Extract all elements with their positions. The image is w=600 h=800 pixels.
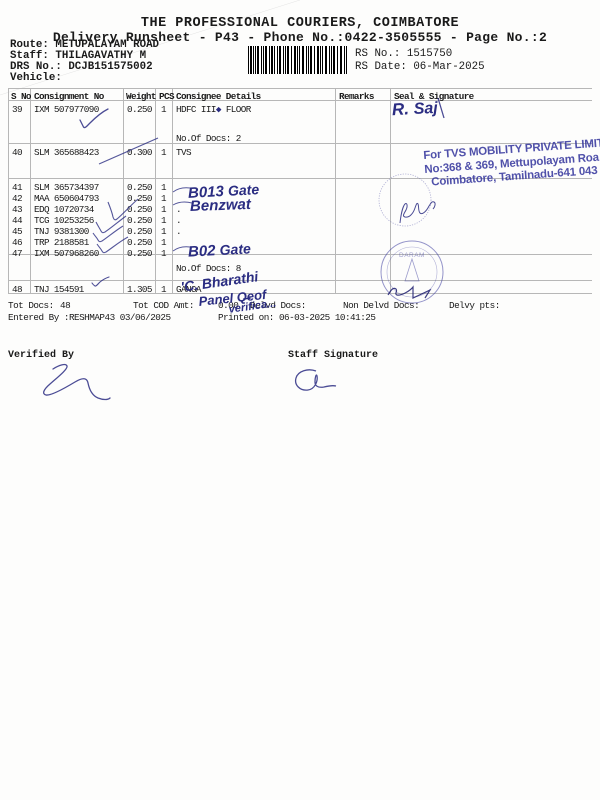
svg-text:DARAM: DARAM <box>399 252 425 259</box>
